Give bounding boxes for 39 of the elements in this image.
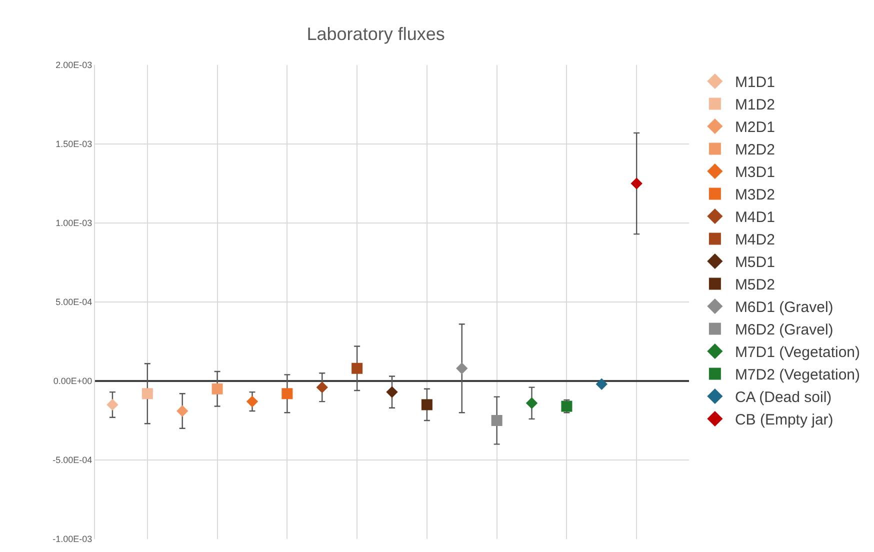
y-tick-label: 0.00E+00 [53,376,92,386]
point [526,397,538,409]
y-tick-label: -1.00E-03 [52,534,92,544]
point [352,362,363,374]
legend-label: M6D1 (Gravel) [734,299,834,316]
point [106,398,118,411]
point [246,396,258,408]
y-tick-label: 2.00E-03 [56,60,92,70]
y-tick-label: 5.00E-04 [56,297,92,308]
point [630,178,642,190]
point [596,378,608,390]
legend-label: M1D1 [734,74,775,92]
legend-label: M2D2 [734,142,775,159]
legend-label: M4D1 [734,209,775,226]
legend-label: M7D1 (Vegetation) [734,344,860,362]
legend-label: M6D2 (Gravel) [734,322,834,339]
legend-label: M4D2 [734,232,775,249]
point [386,386,398,398]
legend-label: M3D2 [734,186,775,204]
legend-label: CA (Dead soil) [734,389,832,406]
point [456,362,468,374]
point [491,415,502,426]
point [282,388,293,400]
legend-label: CB (Empty jar) [734,412,834,429]
legend-label: M5D2 [734,276,775,294]
y-tick-label: 1.50E-03 [56,139,92,150]
point [316,381,328,394]
legend-label: M5D1 [734,254,775,272]
y-tick-label: 1.00E-03 [56,218,92,228]
point [176,405,188,417]
chart-title: Laboratory fluxes [306,24,445,44]
point [142,388,153,400]
y-tick-label: -5.00E-04 [52,455,92,466]
legend-label: M7D2 (Vegetation) [734,366,860,384]
point [421,399,432,410]
point [212,383,223,394]
legend-label: M1D2 [734,96,775,114]
legend-label: M3D1 [734,164,775,182]
legend-label: M2D1 [734,119,775,136]
